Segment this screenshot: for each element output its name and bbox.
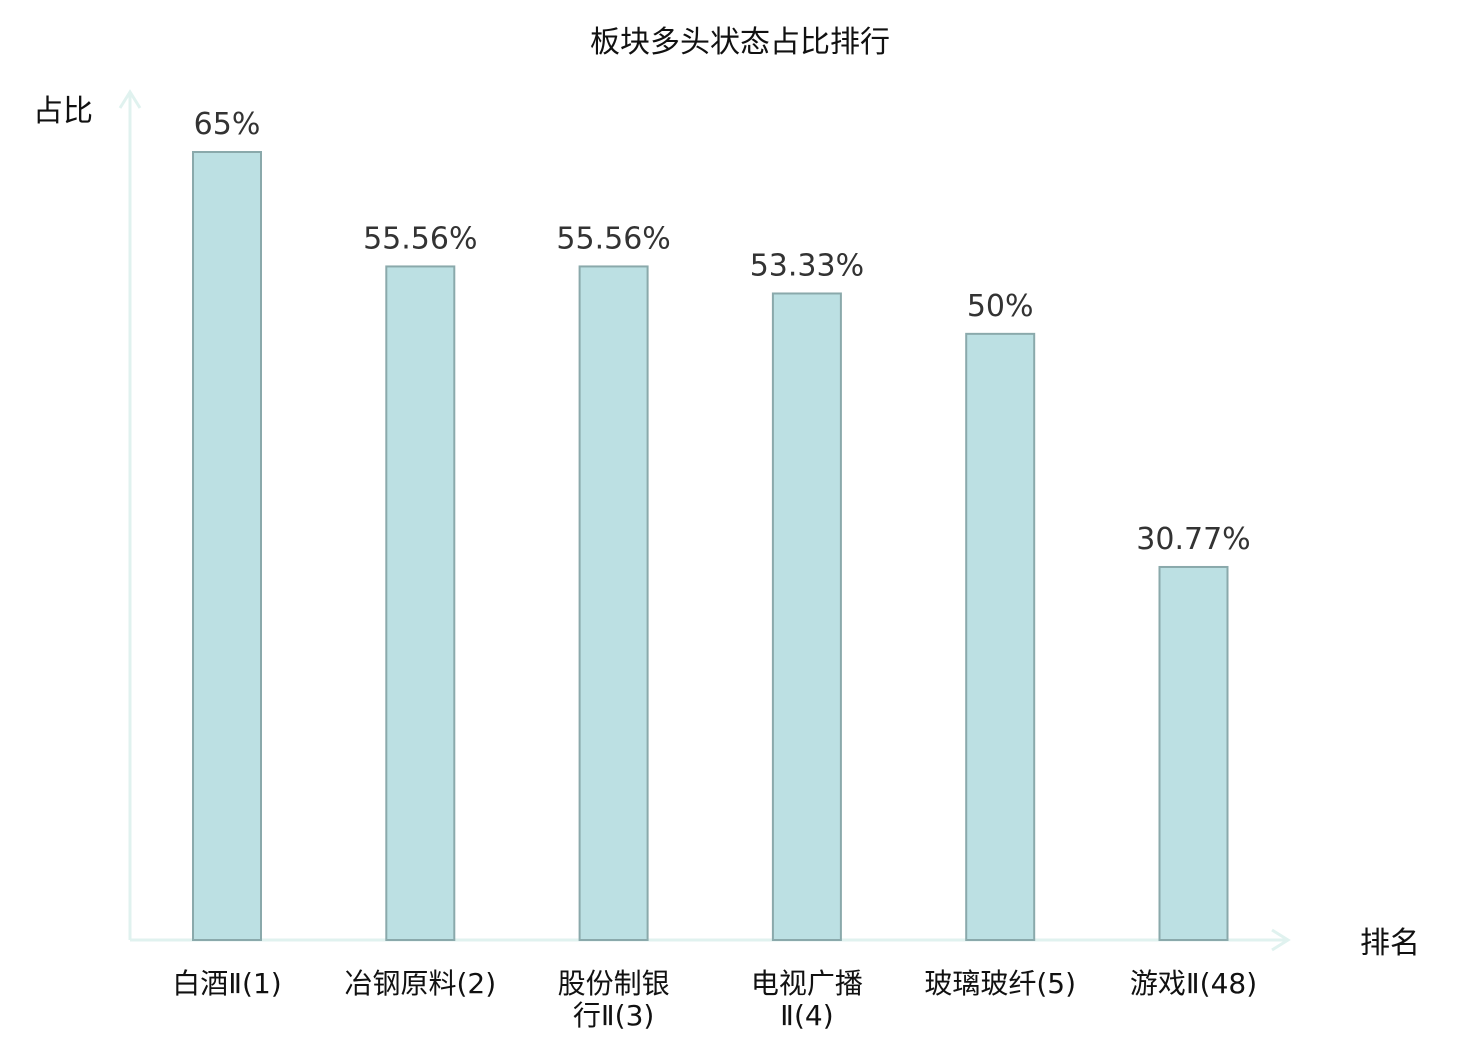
category-label-2-line-1: 行Ⅱ(3) <box>573 999 654 1032</box>
category-label-1: 冶钢原料(2) <box>344 967 496 1000</box>
value-label-3: 53.33% <box>750 248 864 283</box>
value-label-1: 55.56% <box>363 221 477 256</box>
bars-group <box>192 151 1229 942</box>
category-label-5: 游戏Ⅱ(48) <box>1130 967 1257 1000</box>
value-label-2: 55.56% <box>556 221 670 256</box>
bar-0 <box>192 151 262 941</box>
x-axis-label: 排名 <box>1360 926 1420 961</box>
category-label-3-line-1: Ⅱ(4) <box>780 999 833 1032</box>
bar-3 <box>771 292 842 941</box>
bar-5 <box>1158 565 1229 941</box>
category-label-2-line-0: 股份制银 <box>558 967 670 1000</box>
y-axis-label: 占比 <box>33 94 93 129</box>
x-axis-arrow <box>1271 928 1291 952</box>
value-labels-group: 65% 55.56% 55.56% 53.33% 50% 30.77% <box>194 107 1251 557</box>
chart-title: 板块多头状态占比排行 <box>590 25 890 60</box>
category-label-3-line-0: 电视广播 <box>751 967 863 1000</box>
y-axis-arrow <box>118 89 142 109</box>
value-label-5: 30.77% <box>1136 522 1250 557</box>
value-label-4: 50% <box>967 289 1034 324</box>
category-label-0: 白酒Ⅱ(1) <box>172 967 281 1000</box>
category-label-4: 玻璃玻纤(5) <box>924 967 1076 1000</box>
bar-2 <box>578 265 649 941</box>
bar-4 <box>965 332 1036 942</box>
bar-1 <box>385 265 456 941</box>
value-label-0: 65% <box>194 107 261 142</box>
